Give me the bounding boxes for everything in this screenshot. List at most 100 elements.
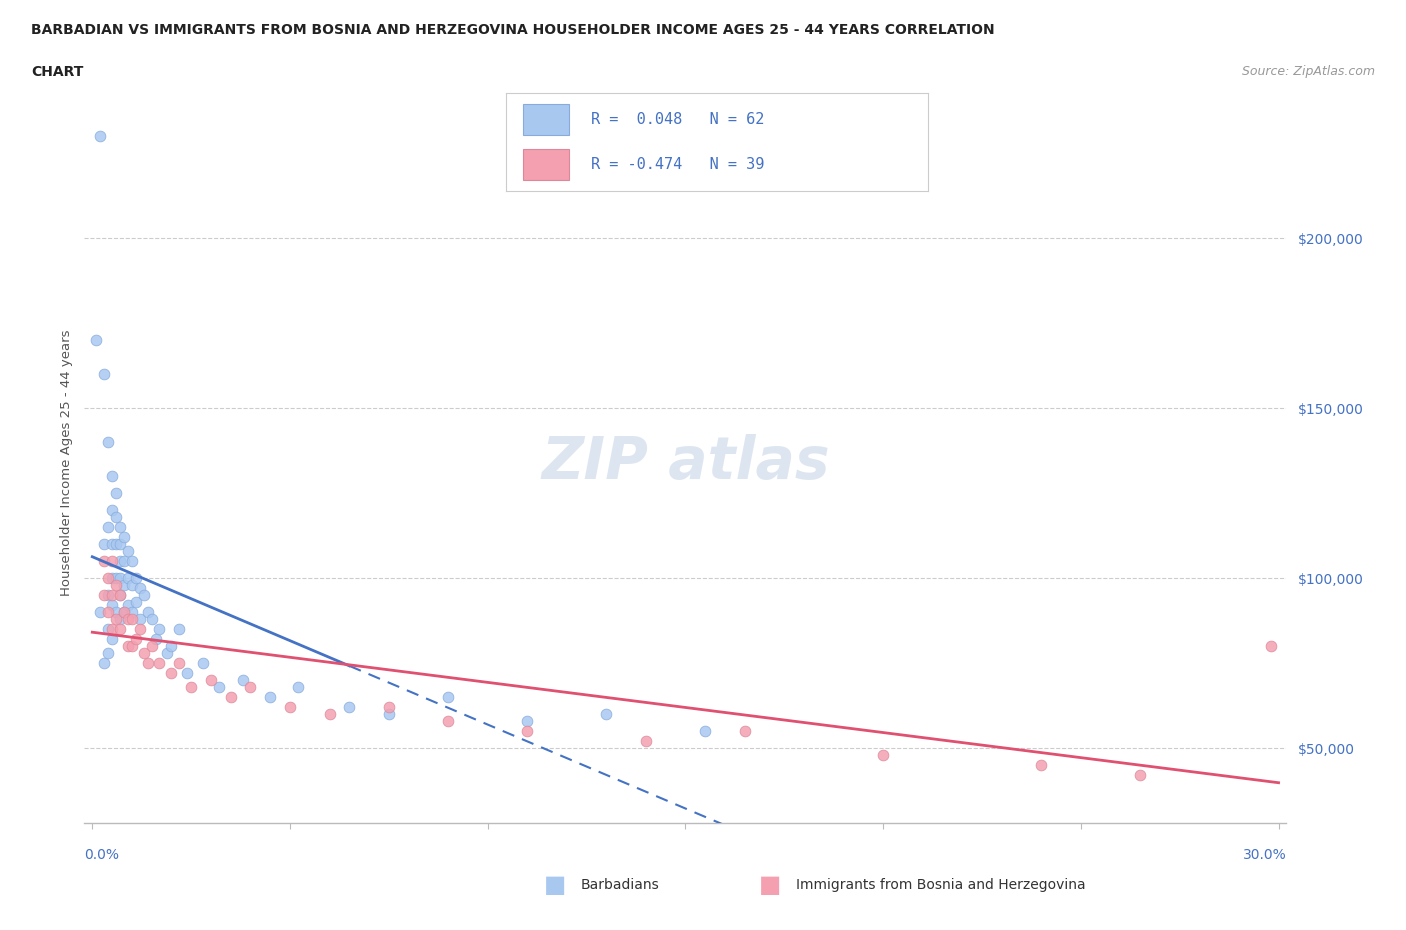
Point xyxy=(231,672,254,687)
Point xyxy=(125,594,148,609)
Point xyxy=(93,656,115,671)
Point xyxy=(1031,758,1053,773)
Point xyxy=(128,612,150,627)
Point xyxy=(89,129,111,144)
Point xyxy=(634,734,657,749)
Point xyxy=(156,645,179,660)
Text: Barbadians: Barbadians xyxy=(581,878,659,893)
Point xyxy=(105,485,127,500)
Point xyxy=(437,713,460,728)
Point xyxy=(112,604,135,619)
Point xyxy=(121,578,143,592)
Point xyxy=(93,554,115,569)
Point xyxy=(101,588,124,603)
Point xyxy=(239,680,262,695)
Point xyxy=(93,366,115,381)
Point xyxy=(105,604,127,619)
Point xyxy=(1129,768,1152,783)
Point xyxy=(105,578,127,592)
Point xyxy=(108,571,131,586)
Point xyxy=(734,724,756,738)
Point xyxy=(101,554,124,569)
Point xyxy=(105,537,127,551)
FancyBboxPatch shape xyxy=(523,149,569,179)
Text: CHART: CHART xyxy=(31,65,83,79)
Point xyxy=(117,544,139,559)
Point xyxy=(108,537,131,551)
Point xyxy=(112,604,135,619)
Point xyxy=(208,680,231,695)
Point xyxy=(108,622,131,637)
Point xyxy=(378,700,401,715)
Text: BARBADIAN VS IMMIGRANTS FROM BOSNIA AND HERZEGOVINA HOUSEHOLDER INCOME AGES 25 -: BARBADIAN VS IMMIGRANTS FROM BOSNIA AND … xyxy=(31,23,994,37)
FancyBboxPatch shape xyxy=(523,104,569,135)
Point xyxy=(97,622,120,637)
Text: 0.0%: 0.0% xyxy=(84,848,120,862)
Point xyxy=(117,639,139,654)
Point xyxy=(695,724,717,738)
Point xyxy=(108,612,131,627)
Point xyxy=(121,554,143,569)
Point xyxy=(259,690,281,705)
Point xyxy=(101,598,124,613)
Text: 30.0%: 30.0% xyxy=(1243,848,1286,862)
Point xyxy=(97,588,120,603)
Point xyxy=(128,581,150,596)
Point xyxy=(169,622,191,637)
Point xyxy=(117,612,139,627)
Point xyxy=(101,632,124,647)
Point xyxy=(89,604,111,619)
Point xyxy=(219,690,242,705)
Point xyxy=(93,588,115,603)
Point xyxy=(136,604,159,619)
Point xyxy=(125,632,148,647)
Point xyxy=(101,503,124,518)
Point xyxy=(97,645,120,660)
Point xyxy=(108,520,131,535)
Point xyxy=(278,700,301,715)
Point xyxy=(287,680,309,695)
Point xyxy=(112,530,135,545)
Point xyxy=(93,537,115,551)
Text: ■: ■ xyxy=(759,873,782,897)
Point xyxy=(169,656,191,671)
Text: R =  0.048   N = 62: R = 0.048 N = 62 xyxy=(591,112,763,126)
Point xyxy=(1260,639,1282,654)
Point xyxy=(97,520,120,535)
Point xyxy=(148,622,170,637)
Point xyxy=(145,632,167,647)
Point xyxy=(105,510,127,525)
Point xyxy=(180,680,202,695)
Text: R = -0.474   N = 39: R = -0.474 N = 39 xyxy=(591,157,763,172)
Point xyxy=(128,622,150,637)
Point xyxy=(337,700,360,715)
Point xyxy=(117,571,139,586)
Point xyxy=(160,666,183,681)
Point xyxy=(101,622,124,637)
Point xyxy=(101,571,124,586)
Point xyxy=(176,666,198,681)
Point xyxy=(437,690,460,705)
Point xyxy=(112,578,135,592)
Point xyxy=(121,639,143,654)
Point xyxy=(121,612,143,627)
Point xyxy=(97,571,120,586)
Point xyxy=(117,598,139,613)
Point xyxy=(200,672,222,687)
Point xyxy=(516,724,538,738)
Point xyxy=(121,604,143,619)
Point xyxy=(378,707,401,722)
Point xyxy=(84,333,107,348)
Point xyxy=(105,571,127,586)
Point xyxy=(141,612,163,627)
Text: Immigrants from Bosnia and Herzegovina: Immigrants from Bosnia and Herzegovina xyxy=(796,878,1085,893)
Point xyxy=(101,469,124,484)
Point xyxy=(191,656,214,671)
Point xyxy=(141,639,163,654)
Point xyxy=(112,554,135,569)
Point xyxy=(108,588,131,603)
Text: ZIP atlas: ZIP atlas xyxy=(541,434,830,491)
Point xyxy=(516,713,538,728)
Point xyxy=(97,435,120,450)
Point xyxy=(318,707,340,722)
